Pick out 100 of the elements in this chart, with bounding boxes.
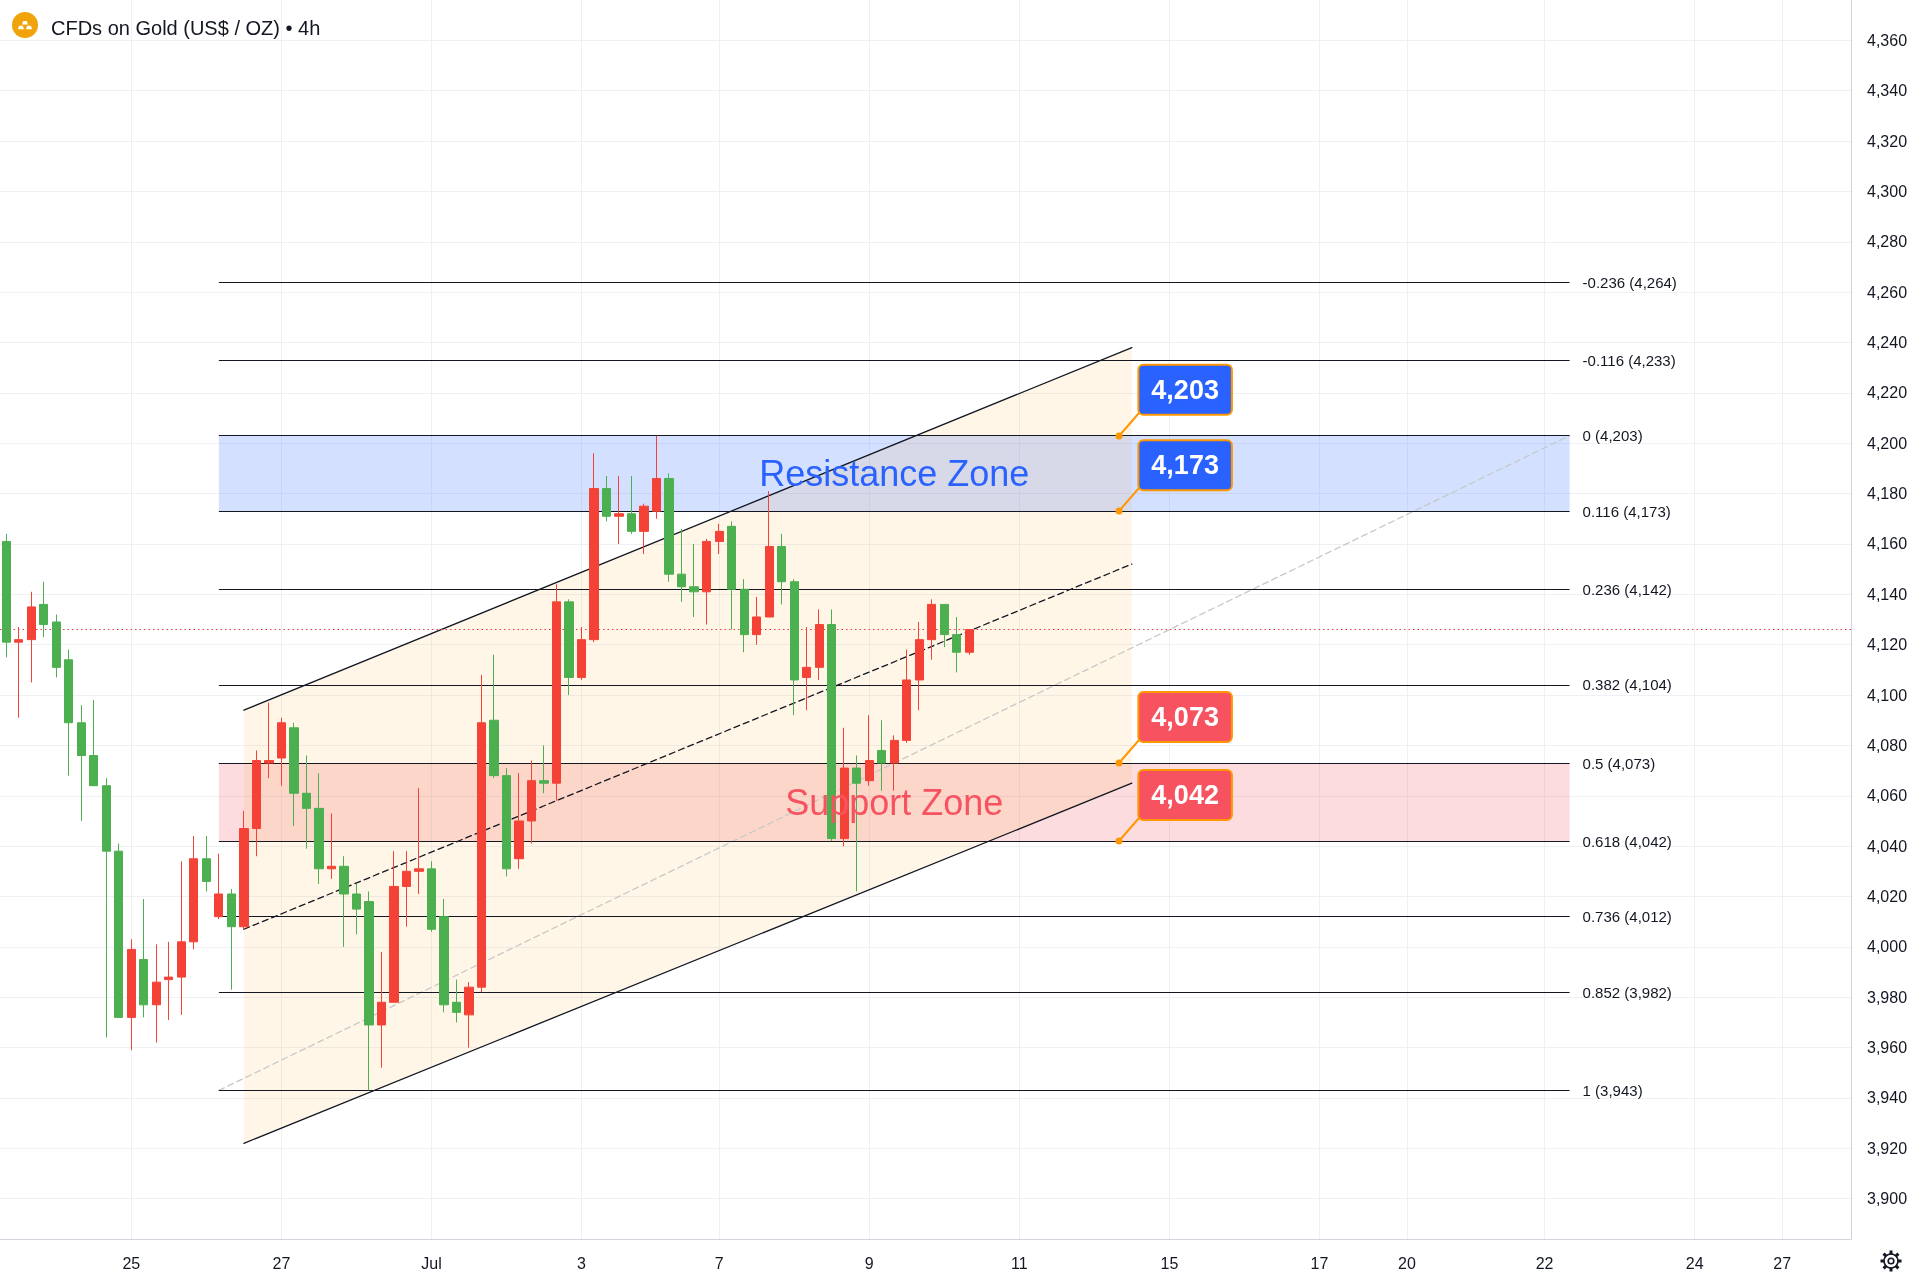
- candlestick: [114, 843, 123, 1018]
- y-tick-label: 4,040: [1867, 837, 1908, 855]
- y-tick-label: 3,900: [1867, 1190, 1908, 1208]
- y-tick-label: 4,060: [1867, 787, 1908, 805]
- y-tick-label: 4,300: [1867, 182, 1908, 200]
- ref-line-label: 0.852 (3,982): [1582, 983, 1672, 1001]
- candlestick: [377, 951, 386, 1069]
- y-tick-label: 3,940: [1867, 1089, 1908, 1107]
- x-tick-label: Jul: [421, 1254, 442, 1272]
- y-tick-label: 4,240: [1867, 333, 1908, 351]
- candlestick: [27, 591, 36, 683]
- candlestick: [627, 475, 636, 535]
- candlestick: [689, 543, 699, 618]
- ref-line-label: 0.736 (4,012): [1582, 908, 1672, 926]
- y-tick-label: 4,320: [1867, 132, 1908, 150]
- y-tick-label: 3,920: [1867, 1139, 1908, 1157]
- candlestick: [940, 603, 949, 648]
- y-tick-label: 4,360: [1867, 31, 1908, 49]
- candlestick: [589, 452, 599, 643]
- candlestick: [139, 898, 148, 1018]
- candlestick: [339, 855, 349, 948]
- candlestick: [277, 717, 286, 787]
- candlestick: [252, 749, 261, 857]
- candlestick: [965, 629, 974, 656]
- candlestick: [927, 598, 936, 661]
- candlestick: [2, 533, 11, 658]
- candlestick: [127, 938, 136, 1051]
- candlestick: [715, 523, 724, 555]
- ref-line-label: -0.236 (4,264): [1582, 273, 1677, 291]
- ref-line-label: 0.618 (4,042): [1582, 832, 1672, 850]
- candlestick: [177, 860, 186, 1016]
- candlestick: [664, 472, 674, 583]
- x-tick-label: 20: [1398, 1254, 1417, 1272]
- candlestick: [439, 898, 449, 1013]
- candlestick: [564, 598, 574, 696]
- candlestick: [164, 941, 173, 1021]
- candlestick: [352, 883, 361, 935]
- y-tick-label: 4,100: [1867, 686, 1908, 704]
- candlestick: [264, 702, 274, 779]
- y-tick-label: 4,020: [1867, 888, 1908, 906]
- y-tick-label: 4,000: [1867, 938, 1908, 956]
- y-tick-label: 4,080: [1867, 736, 1908, 754]
- candlestick: [227, 888, 236, 991]
- candlestick: [552, 583, 561, 802]
- y-tick-label: 4,200: [1867, 434, 1908, 452]
- candlestick: [777, 533, 786, 605]
- x-tick-label: 11: [1011, 1254, 1028, 1272]
- x-tick-label: 9: [864, 1254, 874, 1272]
- candlestick: [952, 616, 961, 673]
- candlestick: [77, 704, 86, 822]
- y-tick-label: 4,260: [1867, 283, 1908, 301]
- candlestick: [302, 754, 311, 850]
- candlestick: [52, 613, 61, 678]
- ref-line-label: 0.236 (4,142): [1582, 580, 1672, 598]
- y-tick-label: 3,960: [1867, 1039, 1908, 1057]
- candlestick: [502, 767, 511, 877]
- candlestick: [289, 722, 299, 827]
- candlestick: [577, 626, 586, 681]
- candlestick: [915, 621, 924, 711]
- candlestick: [327, 812, 336, 880]
- ref-line-label: 0.5 (4,073): [1582, 754, 1656, 772]
- annotation: 4,073: [1151, 702, 1219, 733]
- x-tick-label: 27: [272, 1254, 291, 1272]
- candlestick: [815, 608, 824, 681]
- annotation: 4,173: [1151, 450, 1219, 481]
- candlestick: [790, 578, 799, 716]
- y-tick-label: 4,120: [1867, 636, 1908, 654]
- candlestick: [152, 943, 161, 1044]
- candlestick: [602, 475, 611, 522]
- candlestick: [489, 654, 499, 779]
- candlestick: [477, 674, 486, 993]
- y-tick-label: 4,180: [1867, 485, 1908, 503]
- candlestick: [39, 581, 48, 638]
- ref-line-label: -0.116 (4,233): [1582, 351, 1676, 369]
- y-tick-label: 3,980: [1867, 988, 1908, 1006]
- candlestick: [702, 538, 711, 626]
- annotation: 4,203: [1151, 374, 1219, 405]
- x-tick-label: 22: [1535, 1254, 1554, 1272]
- y-tick-label: 4,280: [1867, 233, 1908, 251]
- x-tick-label: 24: [1685, 1254, 1704, 1272]
- candlestick: [452, 979, 461, 1023]
- candlestick: [677, 528, 686, 603]
- candlestick: [389, 850, 399, 1003]
- candlestick: [314, 772, 324, 885]
- candlestick: [639, 503, 649, 555]
- x-tick-label: 3: [577, 1254, 587, 1272]
- candlestick: [752, 596, 761, 646]
- candlestick: [102, 777, 111, 1039]
- candlestick: [364, 890, 374, 1091]
- y-tick-label: 4,220: [1867, 384, 1908, 402]
- candlestick: [514, 772, 524, 870]
- candlestick: [527, 760, 536, 845]
- x-tick-label: 15: [1160, 1254, 1179, 1272]
- candlestick: [202, 835, 211, 892]
- y-tick-label: 4,140: [1867, 585, 1908, 603]
- candlestick: [414, 787, 424, 895]
- y-tick-label: 4,160: [1867, 535, 1908, 553]
- x-tick-label: 25: [122, 1254, 141, 1272]
- x-tick-label: 17: [1310, 1254, 1329, 1272]
- x-tick-label: 27: [1773, 1254, 1792, 1272]
